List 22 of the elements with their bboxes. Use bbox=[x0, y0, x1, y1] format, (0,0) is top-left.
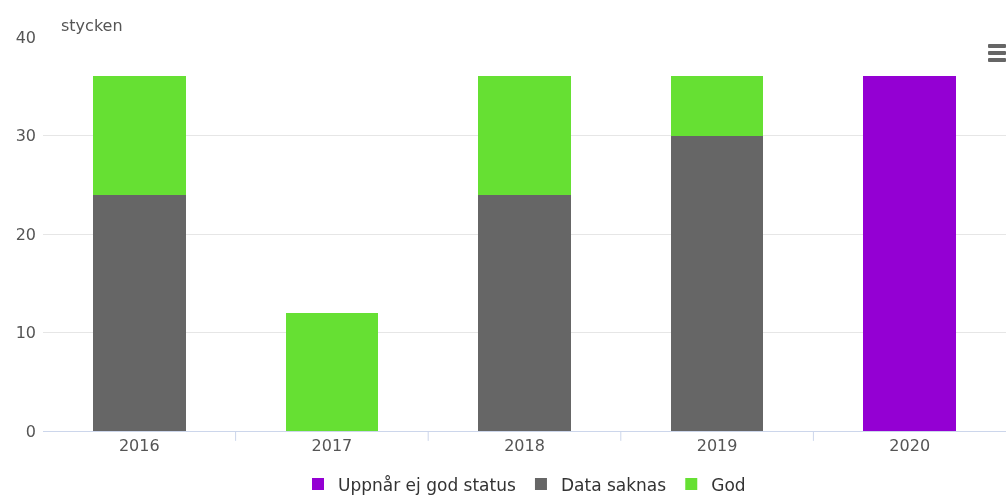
y-tick-label: 30 bbox=[15, 126, 36, 146]
bar bbox=[93, 76, 186, 195]
x-tick-label: 2017 bbox=[311, 436, 353, 456]
y-axis-title: stycken bbox=[61, 16, 123, 35]
bar bbox=[93, 194, 186, 431]
y-tick-label: 10 bbox=[15, 323, 36, 343]
legend-label: Uppnår ej god status bbox=[338, 474, 516, 495]
bar bbox=[478, 76, 571, 195]
x-tick-label: 2019 bbox=[696, 436, 738, 456]
legend-label: God bbox=[711, 474, 746, 495]
y-tick-label: 20 bbox=[15, 224, 36, 244]
y-tick-label: 40 bbox=[15, 27, 36, 47]
x-tick-label: 2018 bbox=[504, 436, 545, 456]
bar bbox=[478, 194, 571, 431]
bar bbox=[863, 76, 956, 431]
legend-label: Data saknas bbox=[560, 474, 667, 495]
bar bbox=[670, 76, 764, 136]
bar bbox=[285, 312, 379, 431]
bar bbox=[670, 135, 764, 431]
y-tick-label: 0 bbox=[25, 421, 36, 441]
x-tick-label: 2020 bbox=[889, 436, 931, 456]
x-tick-label: 2016 bbox=[118, 436, 160, 456]
